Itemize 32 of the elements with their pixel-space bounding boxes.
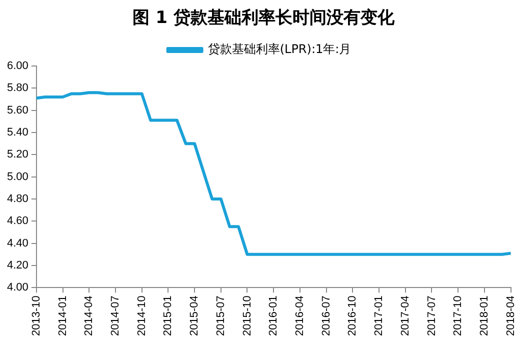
x-tick-label: 2016-07 — [320, 296, 332, 336]
y-tick-label: 4.60 — [6, 215, 28, 228]
x-tick-label: 2018-04 — [504, 296, 517, 336]
x-tick-label: 2018-01 — [478, 296, 490, 336]
y-tick-label: 4.40 — [6, 237, 28, 250]
y-tick-label: 4.20 — [6, 260, 28, 272]
y-tick-label: 6.00 — [6, 60, 28, 72]
x-tick-label: 2016-01 — [268, 296, 280, 336]
y-tick-label: 5.80 — [6, 82, 28, 94]
x-tick-label: 2014-04 — [83, 296, 96, 336]
chart-title: 图 1 贷款基础利率长时间没有变化 — [132, 7, 396, 29]
x-tick-label: 2016-04 — [294, 296, 306, 336]
x-tick-label: 2017-04 — [399, 296, 412, 336]
x-tick-label: 2017-01 — [373, 296, 386, 336]
y-tick-label: 5.40 — [6, 126, 28, 139]
legend-label: 贷款基础利率(LPR):1年:月 — [208, 42, 352, 56]
x-tick-label: 2015-01 — [162, 296, 174, 336]
y-tick-label: 5.20 — [6, 148, 28, 161]
x-tick-label: 2015-07 — [214, 296, 227, 336]
x-tick-label: 2015-04 — [188, 296, 201, 336]
x-tick-label: 2014-07 — [110, 296, 122, 336]
x-tick-label: 2017-10 — [452, 296, 464, 336]
x-tick-label: 2013-10 — [30, 296, 42, 336]
x-tick-label: 2014-10 — [136, 296, 148, 336]
y-tick-label: 4.80 — [6, 193, 28, 206]
x-tick-label: 2017-07 — [426, 296, 438, 336]
y-tick-label: 4.00 — [6, 282, 28, 294]
x-tick-label: 2014-01 — [56, 296, 69, 336]
x-tick-label: 2016-10 — [346, 296, 359, 336]
y-tick-label: 5.60 — [6, 104, 28, 116]
x-tick-label: 2015-10 — [241, 296, 254, 336]
y-tick-label: 5.00 — [6, 170, 28, 183]
